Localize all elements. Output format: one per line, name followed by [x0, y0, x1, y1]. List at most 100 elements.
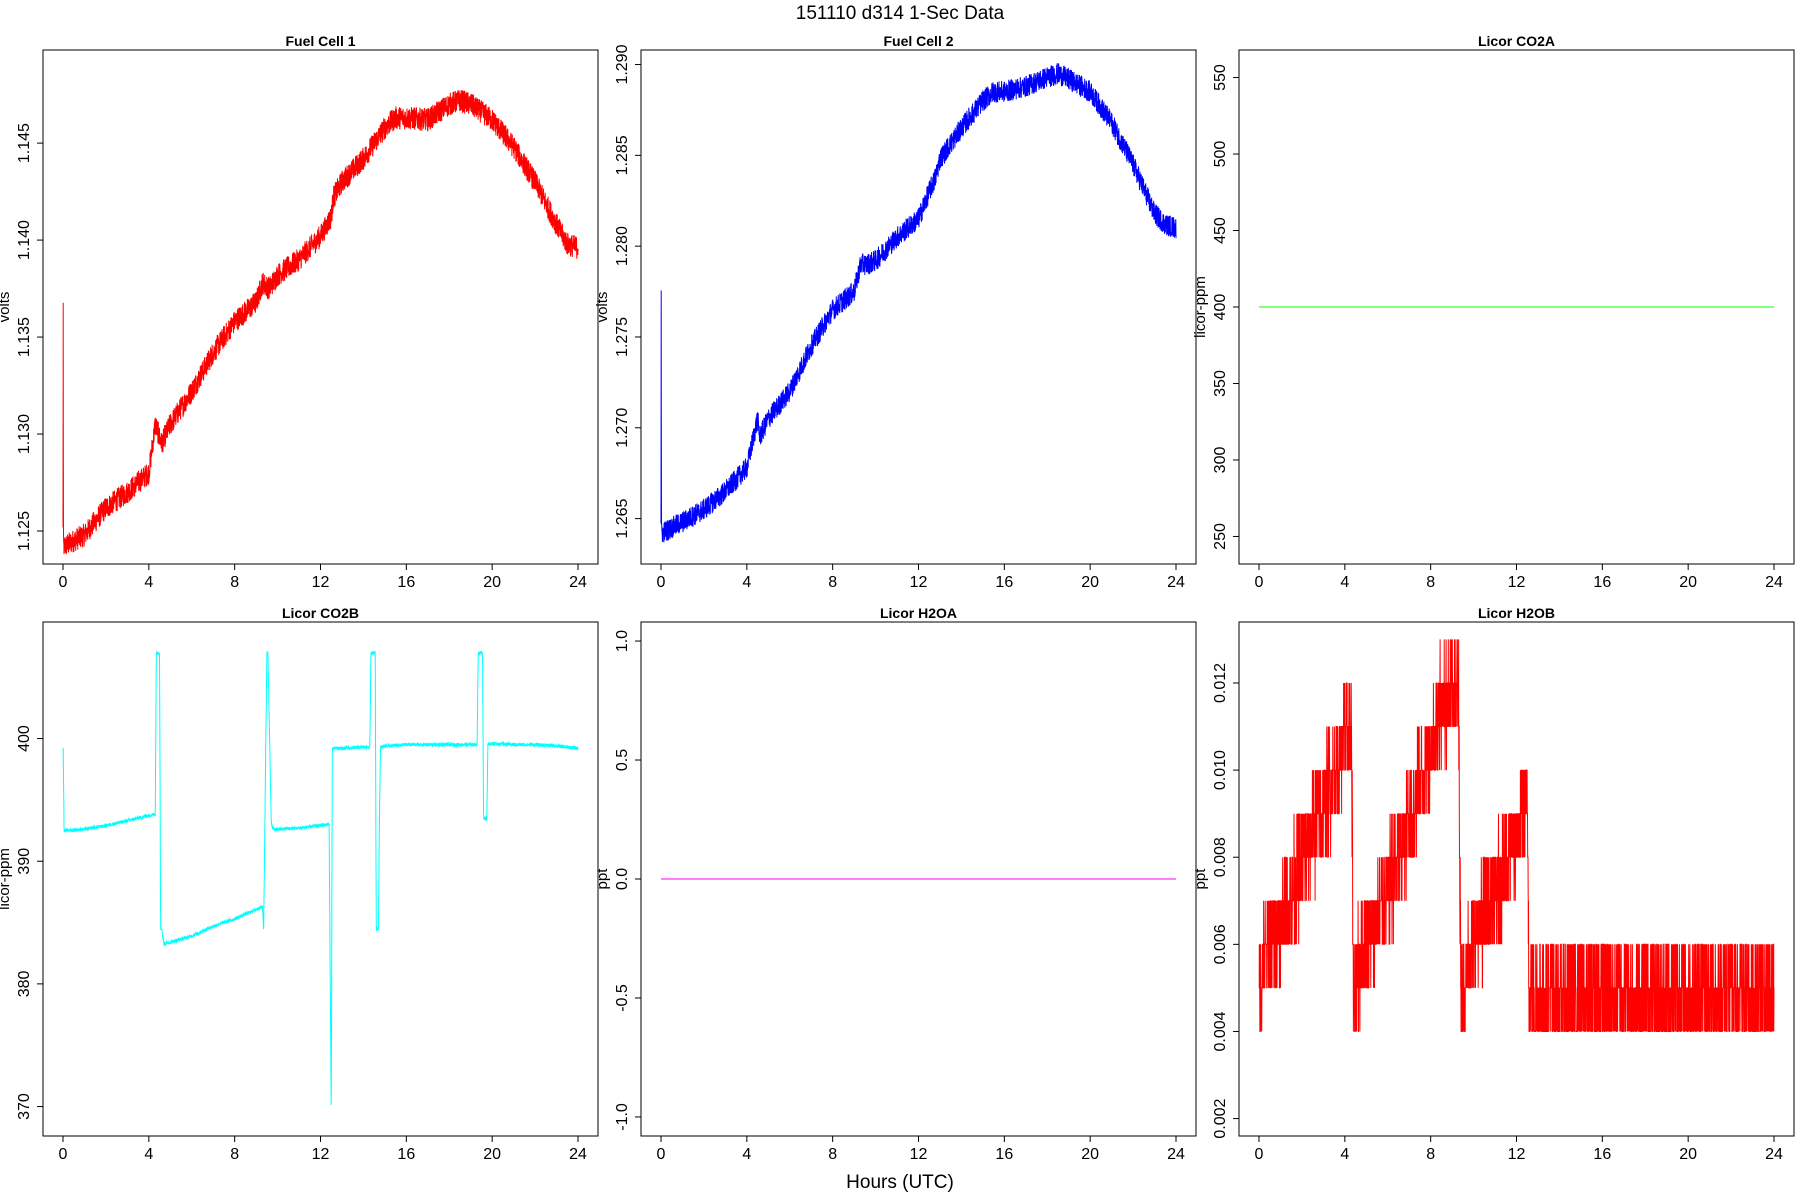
x-tick-label: 0: [657, 574, 666, 591]
chart-licor-h2ob: Licor H2OB ppt 0 4 8 12 16 20 24 0.002 0.004 0.006 0…: [1192, 605, 1795, 1163]
y-tick-label: 350: [1212, 370, 1229, 397]
panel-title: Fuel Cell 1: [285, 33, 355, 49]
y-tick-label: 1.145: [16, 123, 33, 163]
x-tick-label: 0: [1255, 1146, 1264, 1163]
x-tick-label: 16: [1593, 574, 1611, 591]
y-tick-label: 1.0: [614, 630, 631, 652]
y-tick-label: 1.270: [614, 408, 631, 448]
x-tick-label: 24: [569, 574, 587, 591]
y-tick-label: 500: [1212, 141, 1229, 168]
x-tick-label: 8: [1426, 1146, 1435, 1163]
x-tick-label: 4: [1340, 1146, 1349, 1163]
chart-licor-co2a: Licor CO2A licor-ppm 0 4 8 12 16 20 24 250 300 350 4…: [1192, 33, 1795, 591]
x-tick-label: 24: [569, 1146, 587, 1163]
x-tick-label: 24: [1765, 574, 1783, 591]
y-axis-label: licor-ppm: [1192, 276, 1209, 338]
y-tick-label: 400: [16, 725, 33, 752]
chart-panels: Fuel Cell 1 volts 0 4 8 12 16 20 24 1.125 1.130 1.1…: [0, 33, 1795, 1163]
y-axis-label: volts: [0, 292, 13, 323]
series-line-fuel-cell-1: [62, 90, 579, 555]
y-tick-label: 250: [1212, 523, 1229, 550]
x-tick-label: 20: [1081, 574, 1099, 591]
x-tick-label: 4: [742, 574, 751, 591]
x-tick-label: 8: [1426, 574, 1435, 591]
x-tick-label: 20: [1081, 1146, 1099, 1163]
y-tick-label: 1.275: [614, 317, 631, 357]
x-tick-label: 24: [1167, 1146, 1185, 1163]
x-tick-label: 4: [144, 1146, 153, 1163]
y-tick-label: 1.135: [16, 317, 33, 357]
y-tick-label: 1.285: [614, 135, 631, 175]
y-tick-label: -1.0: [614, 1103, 631, 1131]
plot-frame: [42, 621, 599, 1137]
y-tick-label: 1.280: [614, 226, 631, 266]
y-tick-label: 0.002: [1212, 1098, 1229, 1138]
x-tick-label: 20: [483, 574, 501, 591]
y-tick-label: 0.5: [614, 749, 631, 771]
y-tick-label: 1.140: [16, 220, 33, 260]
x-tick-label: 20: [483, 1146, 501, 1163]
x-tick-label: 24: [1765, 1146, 1783, 1163]
panel-title: Licor CO2B: [282, 605, 359, 621]
figure-title: 151110 d314 1-Sec Data: [796, 3, 1005, 24]
y-tick-label: 0.010: [1212, 750, 1229, 790]
x-tick-label: 16: [397, 574, 415, 591]
x-tick-label: 8: [828, 574, 837, 591]
panel-title: Licor CO2A: [1478, 33, 1555, 49]
y-tick-label: 0.008: [1212, 837, 1229, 877]
y-axis-label: ppt: [594, 868, 611, 890]
y-tick-label: 1.290: [614, 44, 631, 84]
chart-fuel-cell-1: Fuel Cell 1 volts 0 4 8 12 16 20 24 1.125 1.130 1.1…: [0, 33, 599, 591]
x-tick-label: 20: [1679, 574, 1697, 591]
y-tick-label: 550: [1212, 64, 1229, 91]
x-tick-label: 12: [312, 1146, 330, 1163]
y-tick-label: 400: [1212, 294, 1229, 321]
x-tick-label: 0: [59, 1146, 68, 1163]
y-tick-label: 1.265: [614, 498, 631, 538]
series-line-licor-co2b: [62, 650, 579, 1106]
x-tick-label: 0: [657, 1146, 666, 1163]
x-tick-label: 16: [1593, 1146, 1611, 1163]
x-tick-label: 0: [59, 574, 68, 591]
y-tick-label: 370: [16, 1093, 33, 1120]
x-tick-label: 4: [144, 574, 153, 591]
x-tick-label: 8: [230, 1146, 239, 1163]
y-tick-label: 1.130: [16, 414, 33, 454]
y-tick-label: 380: [16, 970, 33, 997]
x-tick-label: 20: [1679, 1146, 1697, 1163]
x-tick-label: 24: [1167, 574, 1185, 591]
chart-fuel-cell-2: Fuel Cell 2 volts 0 4 8 12 16 20 24 1.265 1.270 1.2…: [594, 33, 1197, 591]
x-tick-label: 12: [1508, 574, 1526, 591]
y-axis-label: volts: [594, 292, 611, 323]
y-axis-label: ppt: [1192, 868, 1209, 890]
x-tick-label: 12: [910, 574, 928, 591]
y-tick-label: 390: [16, 848, 33, 875]
y-tick-label: 0.006: [1212, 924, 1229, 964]
y-tick-label: 0.012: [1212, 663, 1229, 703]
x-tick-label: 8: [230, 574, 239, 591]
panel-title: Fuel Cell 2: [883, 33, 953, 49]
x-tick-label: 16: [995, 1146, 1013, 1163]
panel-title: Licor H2OB: [1478, 605, 1555, 621]
y-tick-label: 0.004: [1212, 1011, 1229, 1051]
y-tick-label: 0.0: [614, 868, 631, 890]
y-tick-label: -0.5: [614, 984, 631, 1012]
x-tick-label: 0: [1255, 574, 1264, 591]
y-tick-label: 300: [1212, 447, 1229, 474]
figure-x-axis-label: Hours (UTC): [846, 1172, 954, 1193]
series-line-fuel-cell-2: [660, 63, 1177, 543]
x-tick-label: 16: [995, 574, 1013, 591]
chart-licor-h2oa: Licor H2OA ppt 0 4 8 12 16 20 24 -1.0 -0.5 0.0 0.5 1.…: [594, 605, 1197, 1163]
x-tick-label: 8: [828, 1146, 837, 1163]
panel-title: Licor H2OA: [880, 605, 957, 621]
plot-frame: [1238, 621, 1795, 1137]
x-tick-label: 4: [742, 1146, 751, 1163]
x-tick-label: 16: [397, 1146, 415, 1163]
x-tick-label: 4: [1340, 574, 1349, 591]
x-tick-label: 12: [910, 1146, 928, 1163]
chart-licor-co2b: Licor CO2B licor-ppm 0 4 8 12 16 20 24 370 380 390 4…: [0, 605, 599, 1163]
y-tick-label: 1.125: [16, 511, 33, 551]
x-tick-label: 12: [1508, 1146, 1526, 1163]
series-line-licor-h2ob: [1258, 639, 1775, 1032]
